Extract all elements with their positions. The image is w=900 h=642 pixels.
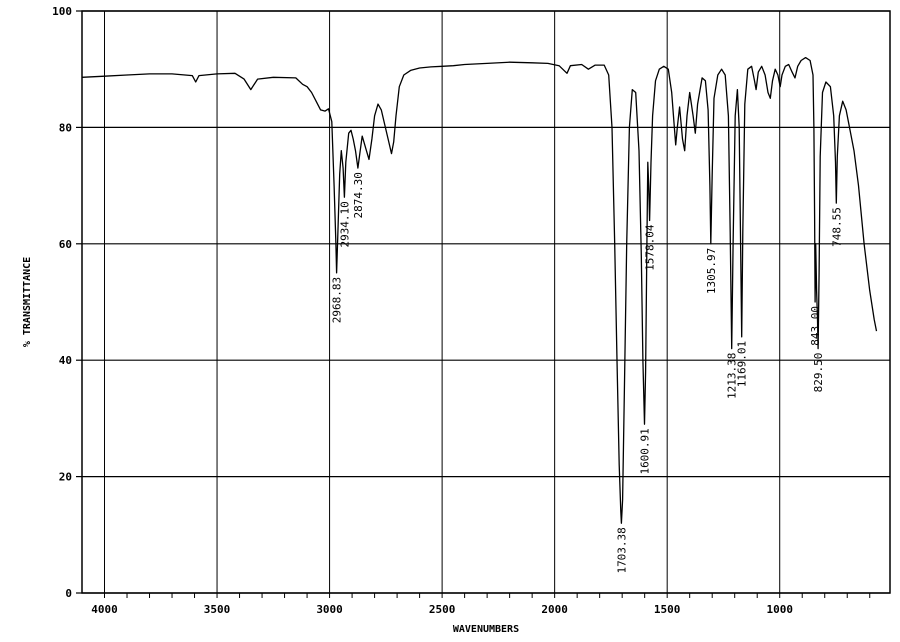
y-tick-label: 100 xyxy=(52,5,72,18)
peak-label: 1305.97 xyxy=(705,248,718,294)
peak-label: 1600.91 xyxy=(639,428,652,474)
y-tick-label: 0 xyxy=(65,587,72,600)
x-tick-label: 3000 xyxy=(316,603,343,616)
peak-label: 1703.38 xyxy=(615,527,628,573)
plot-frame xyxy=(81,10,891,594)
peak-label: 843.00 xyxy=(809,306,822,346)
x-tick-label: 1000 xyxy=(766,603,793,616)
peak-label: 1169.01 xyxy=(736,341,749,387)
peak-label: 2968.83 xyxy=(331,277,344,323)
peak-label: 829.50 xyxy=(812,353,825,393)
peak-label: 2874.30 xyxy=(352,172,365,218)
y-axis-title: % TRANSMITTANCE xyxy=(22,257,33,347)
x-tick-label: 4000 xyxy=(91,603,118,616)
x-tick-label: 3500 xyxy=(204,603,231,616)
y-tick-label: 20 xyxy=(59,471,72,484)
peak-label: 748.55 xyxy=(830,207,843,247)
tick-layer: 0 20 40 60 80 100 4000 3500 3000 2500 2000 1500 1000 xyxy=(52,5,871,616)
peak-label: 1578.04 xyxy=(644,224,657,271)
x-tick-label: 2500 xyxy=(429,603,456,616)
spectrum-trace xyxy=(81,56,878,524)
x-axis-title: WAVENUMBERS xyxy=(453,624,519,635)
series-layer xyxy=(81,56,878,524)
peak-label: 2934.10 xyxy=(338,201,351,247)
x-tick-label: 1500 xyxy=(654,603,681,616)
y-tick-label: 60 xyxy=(59,238,72,251)
y-tick-label: 40 xyxy=(59,354,72,367)
x-tick-label: 2000 xyxy=(541,603,568,616)
peak-label: 1213.38 xyxy=(726,353,739,399)
y-tick-label: 80 xyxy=(59,121,72,134)
